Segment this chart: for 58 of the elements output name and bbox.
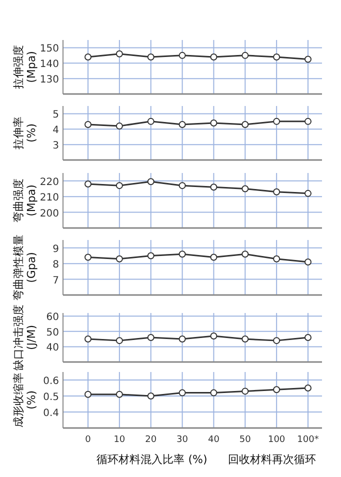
y-tick-label: 40 bbox=[46, 342, 59, 354]
point bbox=[147, 392, 154, 400]
x-tick-label: 30 bbox=[176, 435, 188, 445]
y-tick-label: 150 bbox=[40, 44, 59, 55]
y-tick-label: 0.6 bbox=[43, 376, 59, 387]
point bbox=[242, 250, 249, 258]
text: 回收材料再次循环 bbox=[228, 453, 316, 466]
y-axis-title: 拉伸强度 (Mpa) bbox=[12, 45, 38, 89]
y-tick-label: 4 bbox=[52, 125, 59, 136]
point bbox=[273, 188, 280, 196]
y-tick-label: 0.4 bbox=[43, 408, 59, 419]
y-tick-label: 220 bbox=[40, 176, 59, 188]
x-tick-label: 40 bbox=[208, 435, 220, 445]
y-tick-label: 50 bbox=[46, 327, 59, 338]
point bbox=[178, 250, 186, 258]
x-tick-label: 100 bbox=[268, 435, 286, 445]
point bbox=[242, 185, 249, 192]
point bbox=[210, 184, 218, 191]
point bbox=[116, 390, 123, 398]
point bbox=[304, 384, 312, 392]
point bbox=[116, 255, 123, 262]
x-tick-label: 100* bbox=[297, 435, 320, 445]
y-tick-label: 0.5 bbox=[43, 392, 59, 403]
y-tick-label: 140 bbox=[40, 59, 59, 70]
point bbox=[273, 255, 280, 262]
point bbox=[178, 182, 186, 190]
point bbox=[116, 182, 123, 190]
x-axis-title: 循环材料混入比率 (%) bbox=[96, 453, 208, 466]
point bbox=[304, 258, 312, 266]
x-tick-label: 20 bbox=[145, 435, 157, 445]
y-tick-label: 8 bbox=[52, 260, 59, 271]
point bbox=[210, 389, 218, 396]
point bbox=[273, 386, 280, 394]
y-tick-label: 5 bbox=[52, 110, 59, 121]
y-axis-title: 成形收缩率 (%) bbox=[12, 372, 38, 428]
y-tick-label: 7 bbox=[52, 275, 59, 286]
y-tick-label: 130 bbox=[40, 74, 59, 86]
y-axis-title: 弯曲强度 (Mpa) bbox=[12, 178, 38, 222]
x-tick-label: 10 bbox=[114, 435, 126, 445]
y-tick-label: 3 bbox=[52, 140, 59, 152]
y-axis-title: 拉伸率 (%) bbox=[12, 116, 38, 150]
point bbox=[210, 254, 218, 261]
y-tick-label: 9 bbox=[52, 244, 59, 255]
point bbox=[178, 389, 186, 396]
y-tick-label: 60 bbox=[46, 312, 59, 324]
y-axis-title: 缺口冲击强度 (J/M) bbox=[12, 304, 38, 370]
y-tick-label: 200 bbox=[40, 208, 59, 220]
point bbox=[242, 388, 249, 395]
point bbox=[84, 254, 92, 261]
point bbox=[147, 178, 154, 186]
x-tick-label: 0 bbox=[85, 435, 92, 445]
point bbox=[84, 180, 92, 188]
y-tick-label: 210 bbox=[40, 192, 59, 204]
point bbox=[147, 252, 154, 260]
y-axis-title: 弯曲弹性模量 (Gpa) bbox=[12, 234, 38, 300]
point bbox=[84, 390, 92, 398]
point bbox=[304, 190, 312, 197]
x-tick-label: 50 bbox=[239, 435, 252, 445]
